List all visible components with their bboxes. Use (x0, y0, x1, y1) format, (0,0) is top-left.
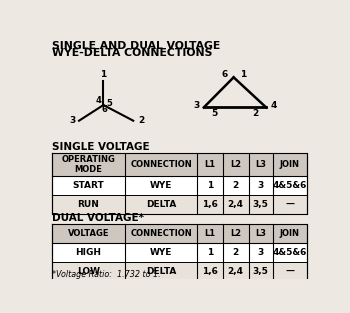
Text: 2: 2 (232, 181, 239, 190)
Text: SINGLE AND DUAL VOLTAGE: SINGLE AND DUAL VOLTAGE (52, 41, 220, 51)
Text: L1: L1 (204, 229, 216, 238)
Text: 4: 4 (271, 100, 277, 110)
Text: 5: 5 (106, 99, 112, 108)
Text: 3: 3 (69, 116, 75, 125)
Text: OPERATING
MODE: OPERATING MODE (62, 155, 116, 174)
Text: DUAL VOLTAGE*: DUAL VOLTAGE* (52, 213, 144, 223)
Text: WYE: WYE (150, 248, 172, 257)
Text: 2: 2 (138, 116, 145, 125)
Text: 4: 4 (96, 96, 102, 105)
Text: —: — (285, 200, 294, 209)
FancyBboxPatch shape (52, 262, 307, 281)
FancyBboxPatch shape (52, 243, 307, 262)
FancyBboxPatch shape (52, 176, 307, 195)
Text: 1,6: 1,6 (202, 267, 218, 276)
Text: L2: L2 (230, 229, 241, 238)
Text: 3: 3 (258, 181, 264, 190)
Text: 1,6: 1,6 (202, 200, 218, 209)
Text: RUN: RUN (78, 200, 99, 209)
FancyBboxPatch shape (52, 153, 307, 214)
Text: 4&5&6: 4&5&6 (273, 248, 307, 257)
Text: 3,5: 3,5 (253, 267, 269, 276)
FancyBboxPatch shape (52, 195, 307, 214)
Text: 2,4: 2,4 (228, 267, 244, 276)
Text: 1: 1 (207, 181, 213, 190)
Text: DELTA: DELTA (146, 200, 176, 209)
FancyBboxPatch shape (52, 224, 307, 281)
Text: 5: 5 (211, 109, 218, 118)
Text: WYE: WYE (150, 181, 172, 190)
Text: CONNECTION: CONNECTION (130, 160, 192, 169)
Text: L3: L3 (255, 229, 266, 238)
Text: 2: 2 (232, 248, 239, 257)
Text: *Voltage Ratio:  1.732 to 1.: *Voltage Ratio: 1.732 to 1. (52, 270, 161, 279)
Text: 1: 1 (207, 248, 213, 257)
Text: HIGH: HIGH (76, 248, 101, 257)
Text: LOW: LOW (77, 267, 100, 276)
Text: L1: L1 (204, 160, 216, 169)
FancyBboxPatch shape (52, 224, 307, 243)
Text: SINGLE VOLTAGE: SINGLE VOLTAGE (52, 142, 149, 152)
Text: 3,5: 3,5 (253, 200, 269, 209)
Text: —: — (285, 267, 294, 276)
Text: 3: 3 (258, 248, 264, 257)
Text: WYE-DELTA CONNECTIONS: WYE-DELTA CONNECTIONS (52, 49, 212, 59)
Text: L3: L3 (255, 160, 266, 169)
Text: DELTA: DELTA (146, 267, 176, 276)
Text: 6: 6 (101, 105, 107, 114)
FancyBboxPatch shape (52, 153, 307, 176)
Text: 3: 3 (193, 100, 199, 110)
Text: 4&5&6: 4&5&6 (273, 181, 307, 190)
Text: JOIN: JOIN (280, 229, 300, 238)
Text: 1: 1 (240, 70, 246, 79)
Text: CONNECTION: CONNECTION (130, 229, 192, 238)
Text: 6: 6 (221, 70, 227, 79)
Text: 2: 2 (252, 109, 258, 118)
Text: VOLTAGE: VOLTAGE (68, 229, 109, 238)
Text: JOIN: JOIN (280, 160, 300, 169)
Text: START: START (73, 181, 104, 190)
Text: 1: 1 (100, 69, 106, 79)
Text: 2,4: 2,4 (228, 200, 244, 209)
Text: L2: L2 (230, 160, 241, 169)
